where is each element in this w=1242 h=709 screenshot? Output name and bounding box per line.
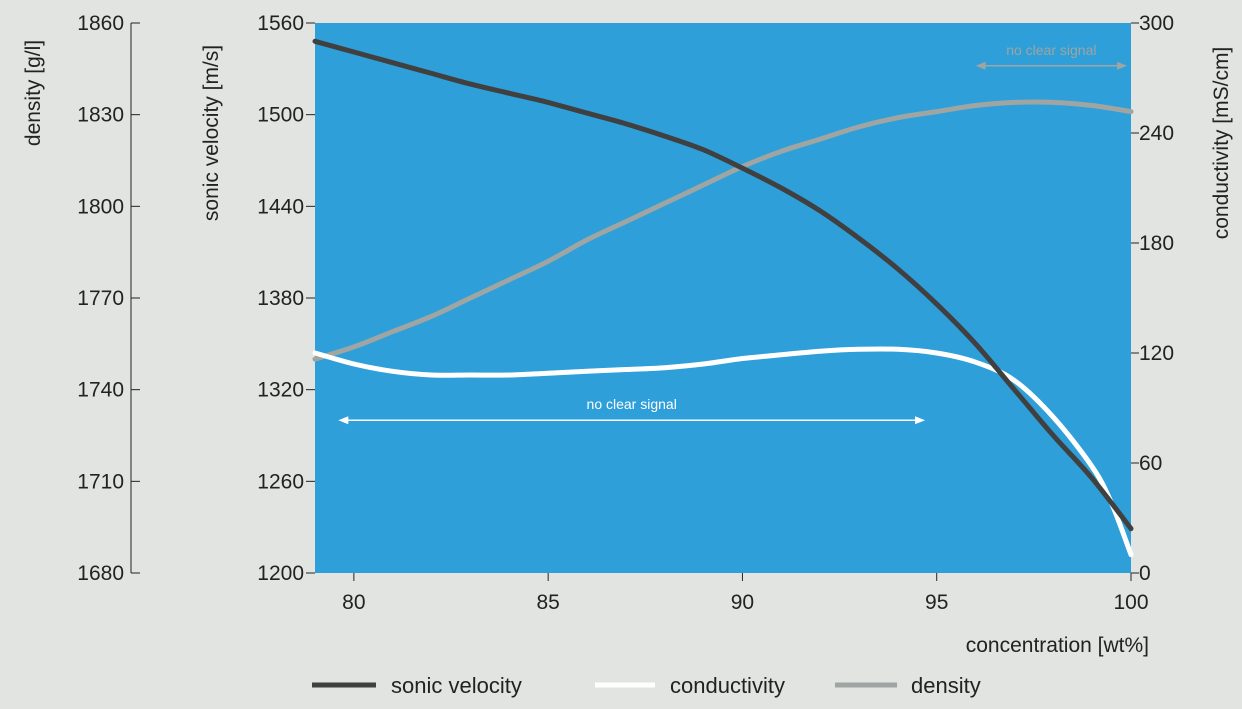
sonic-velocity-tick-label: 1380 xyxy=(257,287,304,310)
conductivity-tick-label: 180 xyxy=(1139,232,1174,255)
sonic-velocity-tick-label: 1200 xyxy=(257,562,304,585)
conductivity-tick-label: 120 xyxy=(1139,342,1174,365)
x-tick-label: 100 xyxy=(1113,591,1148,614)
x-tick-label: 80 xyxy=(342,591,365,614)
annotation-arrowhead-left xyxy=(338,416,349,425)
conductivity-tick-label: 300 xyxy=(1139,12,1174,35)
conductivity-axis-title: conductivity [mS/cm] xyxy=(1210,47,1233,240)
annotation-no-clear-signal-2: no clear signal xyxy=(975,42,1128,70)
density-axis-title: density [g/l] xyxy=(22,40,45,146)
series-conductivity-line xyxy=(312,346,1134,558)
legend: sonic velocity conductivity density xyxy=(312,673,981,698)
x-tick-label: 90 xyxy=(731,591,754,614)
series-density-line xyxy=(312,99,1134,362)
sonic-velocity-tick-label: 1320 xyxy=(257,379,304,402)
conductivity-tick-label: 60 xyxy=(1139,452,1162,475)
density-tick-label: 1680 xyxy=(77,562,124,585)
series-sonic-velocity-line xyxy=(312,38,1134,532)
axes-layer: 1680171017401770180018301860120012601320… xyxy=(77,12,1174,614)
annotation-arrowhead-right xyxy=(1117,61,1128,70)
annotation-arrowhead-right xyxy=(915,416,926,425)
density-tick-label: 1830 xyxy=(77,104,124,127)
x-tick-label: 95 xyxy=(925,591,948,614)
sonic-velocity-tick-label: 1560 xyxy=(257,12,304,35)
density-tick-label: 1710 xyxy=(77,470,124,493)
sonic-velocity-tick-label: 1260 xyxy=(257,470,304,493)
legend-label-conductivity: conductivity xyxy=(670,673,785,698)
sonic-velocity-tick-label: 1500 xyxy=(257,104,304,127)
legend-label-density: density xyxy=(911,673,981,698)
annotation-arrowhead-left xyxy=(975,61,986,70)
legend-label-sonic-velocity: sonic velocity xyxy=(391,673,522,698)
annotation-layer: no clear signal no clear signal xyxy=(338,42,1128,425)
annotation-label: no clear signal xyxy=(587,396,677,412)
density-tick-label: 1770 xyxy=(77,287,124,310)
density-tick-label: 1740 xyxy=(77,379,124,402)
annotation-no-clear-signal-1: no clear signal xyxy=(338,396,926,425)
density-tick-label: 1800 xyxy=(77,195,124,218)
plot-background xyxy=(315,23,1131,573)
conductivity-tick-label: 240 xyxy=(1139,122,1174,145)
sonic-velocity-tick-label: 1440 xyxy=(257,195,304,218)
x-axis-title: concentration [wt%] xyxy=(966,634,1149,657)
series-layer xyxy=(312,38,1134,558)
annotation-label: no clear signal xyxy=(1006,42,1096,58)
conductivity-tick-label: 0 xyxy=(1139,562,1151,585)
x-tick-label: 85 xyxy=(536,591,559,614)
density-tick-label: 1860 xyxy=(77,12,124,35)
sonic-velocity-axis-title: sonic velocity [m/s] xyxy=(200,45,223,221)
